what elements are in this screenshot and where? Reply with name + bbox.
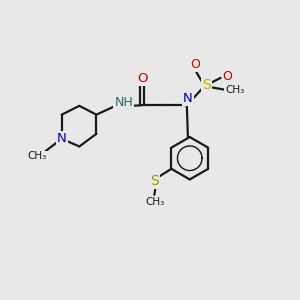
Text: N: N (183, 92, 193, 105)
Text: O: O (190, 58, 200, 71)
Text: S: S (202, 78, 211, 92)
Text: CH₃: CH₃ (225, 85, 244, 94)
Text: CH₃: CH₃ (145, 197, 164, 207)
Text: N: N (57, 132, 67, 145)
Text: NH: NH (114, 96, 133, 109)
Text: O: O (223, 70, 232, 83)
Text: O: O (137, 72, 147, 85)
Text: CH₃: CH₃ (28, 152, 47, 161)
Text: S: S (151, 174, 159, 188)
